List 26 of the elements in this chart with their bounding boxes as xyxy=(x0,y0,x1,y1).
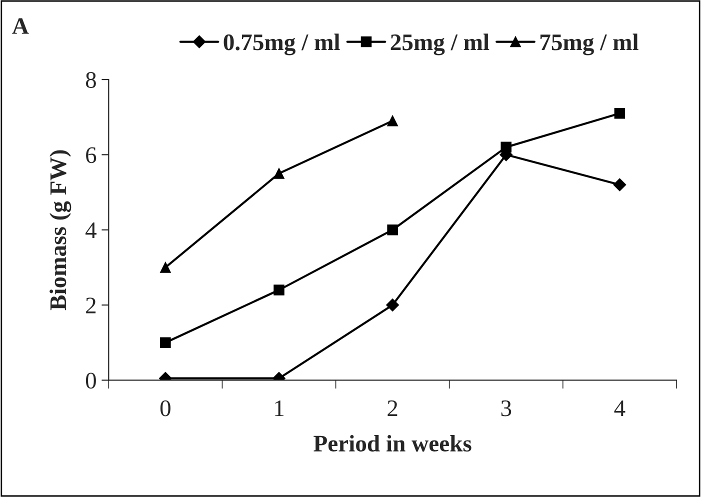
x-axis-title: Period in weeks xyxy=(314,434,472,452)
x-tick-label: 1 xyxy=(275,400,284,416)
legend-label: 75mg / ml xyxy=(540,34,638,56)
point xyxy=(387,224,398,236)
point xyxy=(160,262,171,273)
y-tick-label: 8 xyxy=(86,72,96,88)
y-tick-label: 0 xyxy=(86,372,96,389)
point xyxy=(274,284,284,296)
x-tick-label: 4 xyxy=(614,400,626,416)
y-tick-label: 6 xyxy=(86,147,96,164)
y-axis-title: Biomass (g FW) xyxy=(50,150,72,310)
point xyxy=(387,115,398,126)
x-tick-label: 2 xyxy=(388,400,398,416)
y-tick-label: 2 xyxy=(86,298,96,314)
point xyxy=(500,142,512,153)
point xyxy=(613,178,626,192)
point xyxy=(614,108,626,119)
point xyxy=(160,337,171,348)
point xyxy=(386,298,399,312)
legend-label: 0.75mg / ml xyxy=(224,34,340,56)
y-tick-label: 4 xyxy=(86,222,96,238)
text: A xyxy=(12,18,29,34)
legend-label: 25mg / ml xyxy=(390,34,490,56)
point xyxy=(274,168,284,179)
x-tick-label: 3 xyxy=(501,400,512,416)
x-tick-label: 0 xyxy=(160,400,170,416)
